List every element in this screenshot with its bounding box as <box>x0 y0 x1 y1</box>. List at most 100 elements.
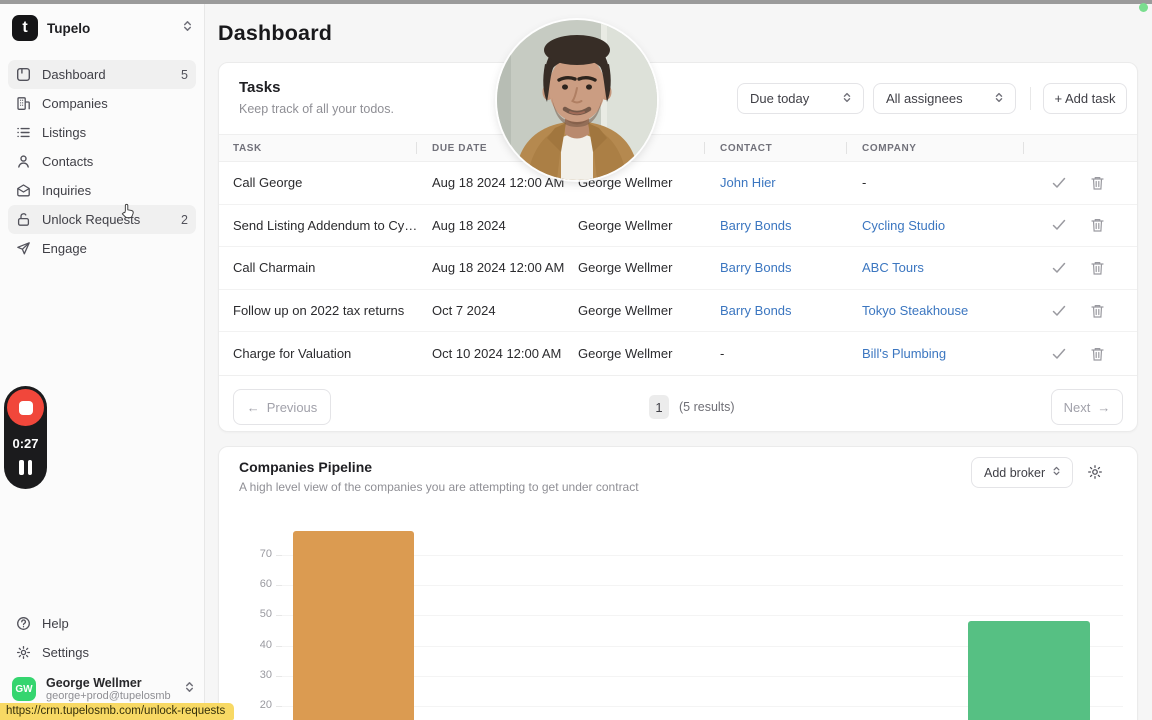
tasks-card: Tasks Keep track of all your todos. Due … <box>218 62 1138 432</box>
due-filter-select[interactable]: Due today <box>737 83 864 114</box>
delete-task-button[interactable] <box>1090 175 1105 191</box>
chevron-updown-icon <box>993 91 1005 107</box>
delete-task-button[interactable] <box>1090 217 1105 233</box>
screen-recorder-widget[interactable]: 0:27 <box>4 386 47 489</box>
add-task-button[interactable]: + Add task <box>1043 83 1127 114</box>
column-due-date: DUE DATE <box>432 142 488 154</box>
sidebar-item-listings[interactable]: Listings <box>8 118 196 147</box>
task-cell: Follow up on 2022 tax returns <box>233 303 405 319</box>
table-row: Call George Aug 18 2024 12:00 AM George … <box>219 162 1137 205</box>
company-cell: - <box>862 175 867 191</box>
company-link[interactable]: Tokyo Steakhouse <box>862 303 969 319</box>
contact-link[interactable]: Barry Bonds <box>720 303 792 319</box>
table-row: Call Charmain Aug 18 2024 12:00 AM Georg… <box>219 247 1137 290</box>
sidebar-item-companies[interactable]: Companies <box>8 89 196 118</box>
settings-button[interactable]: Settings <box>8 638 196 667</box>
task-cell: Call Charmain <box>233 260 316 276</box>
arrow-left-icon: ← <box>246 399 260 415</box>
delete-task-button[interactable] <box>1090 260 1105 276</box>
assignee-cell: George Wellmer <box>578 217 673 233</box>
workspace-name: Tupelo <box>47 20 91 36</box>
user-menu[interactable]: GW George Wellmer george+prod@tupelosmb <box>8 676 196 702</box>
pipeline-title: Companies Pipeline <box>239 459 373 475</box>
tasks-subtitle: Keep track of all your todos. <box>239 102 394 116</box>
column-task: TASK <box>233 142 262 154</box>
assignee-filter-select[interactable]: All assignees <box>873 83 1016 114</box>
sidebar-item-label: Listings <box>42 125 87 140</box>
pipeline-settings-button[interactable] <box>1087 464 1103 485</box>
help-button[interactable]: Help <box>8 609 196 638</box>
y-axis-tick: 50 <box>259 608 272 620</box>
sidebar-item-label: Unlock Requests <box>42 212 141 227</box>
envelope-icon <box>16 183 31 198</box>
assignee-filter-value: All assignees <box>886 91 963 106</box>
pipeline-bar[interactable] <box>293 531 414 720</box>
assignee-cell: George Wellmer <box>578 260 673 276</box>
tasks-table-body: Call George Aug 18 2024 12:00 AM George … <box>219 162 1137 375</box>
due-cell: Aug 18 2024 12:00 AM <box>432 175 565 191</box>
y-axis-tick: 70 <box>259 548 272 560</box>
stop-recording-button[interactable] <box>7 389 44 426</box>
user-name: George Wellmer <box>46 676 142 690</box>
contact-link[interactable]: John Hier <box>720 175 776 191</box>
tasks-title: Tasks <box>239 79 281 96</box>
pause-recording-button[interactable] <box>19 460 32 475</box>
complete-task-button[interactable] <box>1051 260 1067 276</box>
sidebar-item-engage[interactable]: Engage <box>8 234 196 263</box>
complete-task-button[interactable] <box>1051 217 1067 233</box>
company-link[interactable]: Cycling Studio <box>862 217 946 233</box>
assignee-cell: George Wellmer <box>578 303 673 319</box>
webcam-overlay[interactable] <box>497 20 657 180</box>
assignee-cell: George Wellmer <box>578 346 673 362</box>
sidebar-item-dashboard[interactable]: Dashboard 5 <box>8 60 196 89</box>
dashboard-icon <box>16 67 31 82</box>
table-row: Follow up on 2022 tax returns Oct 7 2024… <box>219 290 1137 333</box>
broker-filter-select[interactable]: Add broker <box>971 457 1073 488</box>
contact-link[interactable]: Barry Bonds <box>720 260 792 276</box>
page-title: Dashboard <box>218 21 333 45</box>
y-axis-tick: 30 <box>259 669 272 681</box>
company-link[interactable]: ABC Tours <box>862 260 924 276</box>
table-row: Charge for Valuation Oct 10 2024 12:00 A… <box>219 332 1137 375</box>
person-icon <box>16 154 31 169</box>
due-cell: Aug 18 2024 <box>432 217 506 233</box>
recording-timer: 0:27 <box>12 436 39 451</box>
task-cell: Send Listing Addendum to Cycli... <box>233 217 428 233</box>
sidebar-item-unlock-requests[interactable]: Unlock Requests 2 <box>8 205 196 234</box>
pipeline-bar[interactable] <box>968 621 1090 720</box>
chevron-updown-icon <box>841 91 853 107</box>
sidebar-item-label: Dashboard <box>42 67 106 82</box>
delete-task-button[interactable] <box>1090 346 1105 362</box>
next-page-button[interactable]: Next → <box>1051 389 1123 425</box>
settings-label: Settings <box>42 645 89 660</box>
window-top-strip <box>0 0 1152 4</box>
complete-task-button[interactable] <box>1051 175 1067 191</box>
recording-status-dot <box>1139 3 1148 12</box>
column-company: COMPANY <box>862 142 917 154</box>
sidebar-nav: Dashboard 5 Companies Listings Contacts … <box>0 60 204 263</box>
arrow-right-icon: → <box>1097 399 1111 415</box>
sidebar-item-label: Engage <box>42 241 87 256</box>
page-number[interactable]: 1 <box>649 395 669 419</box>
previous-page-button[interactable]: ← Previous <box>233 389 331 425</box>
main-content: Dashboard Tasks Keep track of all your t… <box>205 4 1152 720</box>
column-contact: CONTACT <box>720 142 773 154</box>
company-link[interactable]: Bill's Plumbing <box>862 346 947 362</box>
sidebar-item-contacts[interactable]: Contacts <box>8 147 196 176</box>
complete-task-button[interactable] <box>1051 346 1067 362</box>
complete-task-button[interactable] <box>1051 303 1067 319</box>
companies-pipeline-card: Companies Pipeline A high level view of … <box>218 446 1138 720</box>
sidebar-item-inquiries[interactable]: Inquiries <box>8 176 196 205</box>
workspace-switcher[interactable]: t Tupelo <box>12 14 194 42</box>
unlock-icon <box>16 212 31 227</box>
sidebar-item-badge: 2 <box>181 212 188 227</box>
chevron-updown-icon <box>1051 465 1062 480</box>
sidebar-item-label: Contacts <box>42 154 94 169</box>
building-icon <box>16 96 31 111</box>
gear-icon <box>16 645 31 660</box>
delete-task-button[interactable] <box>1090 303 1105 319</box>
due-cell: Oct 7 2024 <box>432 303 496 319</box>
task-cell: Charge for Valuation <box>233 346 352 362</box>
contact-link[interactable]: Barry Bonds <box>720 217 792 233</box>
assignee-cell: George Wellmer <box>578 175 673 191</box>
